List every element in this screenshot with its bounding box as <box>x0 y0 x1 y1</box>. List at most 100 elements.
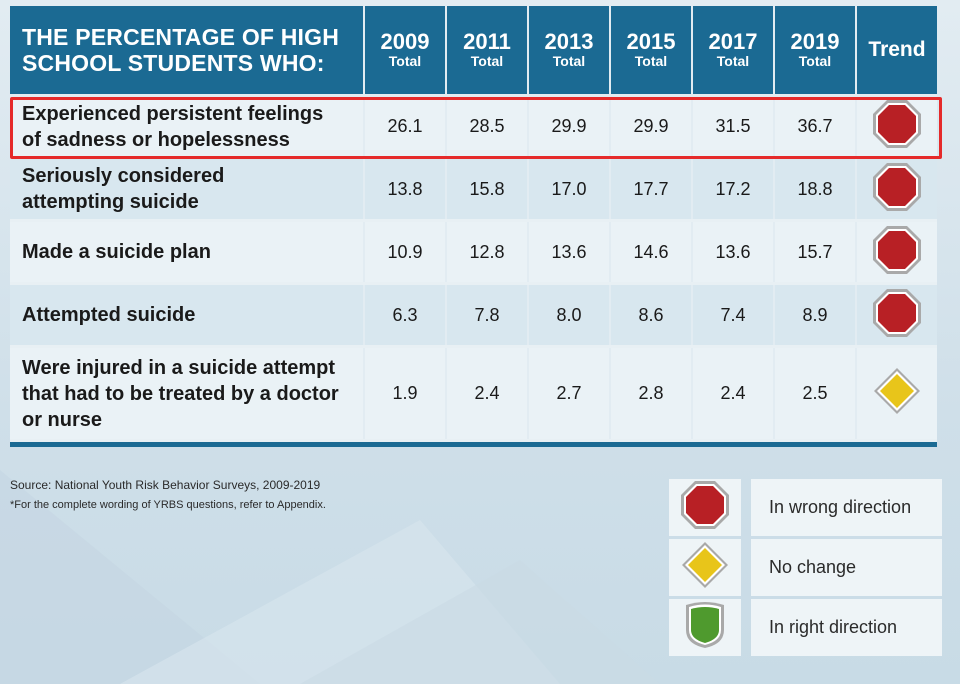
table-row: Seriously considered attempting suicide 13… <box>10 159 937 222</box>
value-cell: 29.9 <box>529 97 611 156</box>
header-year-2009: 2009 Total <box>365 6 447 94</box>
trend-label: Trend <box>868 38 926 61</box>
legend: In wrong direction No change In right di… <box>669 479 942 662</box>
row-label-line: Seriously considered <box>22 165 225 187</box>
header-year-2011: 2011 Total <box>447 6 529 94</box>
legend-item-right: In right direction <box>669 599 942 656</box>
value: 18.8 <box>797 178 833 199</box>
value-cell: 26.1 <box>365 97 447 156</box>
value: 17.7 <box>633 178 669 199</box>
header-year-2019: 2019 Total <box>775 6 857 94</box>
trend-cell <box>857 285 937 345</box>
value-cell: 13.6 <box>529 222 611 282</box>
value-cell: 17.7 <box>611 159 693 219</box>
value: 17.0 <box>551 178 587 199</box>
value: 2.5 <box>802 383 828 403</box>
value-cell: 28.5 <box>447 97 529 156</box>
header-year-2015: 2015 Total <box>611 6 693 94</box>
octagon-icon <box>871 161 923 218</box>
value: 13.6 <box>551 241 587 262</box>
value-cell: 2.7 <box>529 348 611 439</box>
octagon-icon <box>871 224 923 281</box>
total-label: Total <box>552 53 586 69</box>
value: 2.7 <box>556 383 582 403</box>
diamond-icon <box>872 366 922 421</box>
value: 6.3 <box>392 304 418 325</box>
year-label: 2013 <box>544 29 594 54</box>
value: 26.1 <box>387 116 423 136</box>
header-separator <box>10 94 937 97</box>
total-label: Total <box>388 53 422 69</box>
row-label-cell: Experienced persistent feelings of sadnes… <box>10 97 365 156</box>
header-trend: Trend <box>857 6 937 94</box>
value: 15.7 <box>797 241 833 262</box>
value: 17.2 <box>715 178 751 199</box>
value: 10.9 <box>387 241 423 262</box>
table-row: Attempted suicide 6.3 7.8 8.0 8.6 7.4 8.9 <box>10 285 937 348</box>
value: 8.6 <box>638 304 664 325</box>
value-cell: 2.4 <box>693 348 775 439</box>
value-cell: 10.9 <box>365 222 447 282</box>
year-label: 2015 <box>626 29 676 54</box>
row-label-cell: Seriously considered attempting suicide <box>10 159 365 219</box>
value: 36.7 <box>797 116 833 136</box>
legend-item-no-change: No change <box>669 539 942 596</box>
row-label-line: Attempted suicide <box>22 304 196 326</box>
value-cell: 12.8 <box>447 222 529 282</box>
row-label-line: of sadness or hopelessness <box>22 128 290 151</box>
legend-icon-cell <box>669 539 741 596</box>
octagon-icon <box>871 287 923 344</box>
legend-label: In wrong direction <box>751 479 942 536</box>
value: 2.8 <box>638 383 664 403</box>
row-label: Seriously considered attempting suicide <box>22 163 224 215</box>
value-cell: 8.0 <box>529 285 611 345</box>
total-label: Total <box>470 53 504 69</box>
value-cell: 7.8 <box>447 285 529 345</box>
row-label: Experienced persistent feelings of sadnes… <box>22 101 323 153</box>
value: 29.9 <box>551 116 587 136</box>
value-cell: 2.5 <box>775 348 857 439</box>
table-title-line-1: THE PERCENTAGE OF HIGH <box>22 24 340 50</box>
header-title-cell: THE PERCENTAGE OF HIGH SCHOOL STUDENTS W… <box>10 6 365 94</box>
table-bottom-rule <box>10 442 937 447</box>
value: 7.4 <box>720 304 746 325</box>
value: 14.6 <box>633 241 669 262</box>
year-label: 2009 <box>380 29 430 54</box>
value: 13.6 <box>715 241 751 262</box>
table-header: THE PERCENTAGE OF HIGH SCHOOL STUDENTS W… <box>10 6 937 94</box>
legend-label: In right direction <box>751 599 942 656</box>
row-label-cell: Made a suicide plan <box>10 222 365 282</box>
value-cell: 13.6 <box>693 222 775 282</box>
table-title-line-2: SCHOOL STUDENTS WHO: <box>22 50 325 76</box>
row-label-line: Experienced persistent feelings <box>22 102 324 125</box>
appendix-note: *For the complete wording of YRBS questi… <box>10 499 326 511</box>
value-cell: 2.4 <box>447 348 529 439</box>
octagon-icon <box>679 479 731 536</box>
total-label: Total <box>798 53 832 69</box>
value-cell: 29.9 <box>611 97 693 156</box>
year-label: 2011 <box>463 29 511 54</box>
value: 1.9 <box>392 383 418 403</box>
value-cell: 18.8 <box>775 159 857 219</box>
legend-label: No change <box>751 539 942 596</box>
year-label: 2017 <box>708 29 758 54</box>
header-year-2013: 2013 Total <box>529 6 611 94</box>
row-label-line: Were injured in a suicide attempt <box>22 356 336 379</box>
row-label-line: or nurse <box>22 408 103 431</box>
value-cell: 17.2 <box>693 159 775 219</box>
value: 28.5 <box>469 116 505 136</box>
value: 8.9 <box>802 304 828 325</box>
row-label: Made a suicide plan <box>22 239 211 265</box>
value: 7.8 <box>474 304 500 325</box>
table-body: Experienced persistent feelings of sadnes… <box>10 97 937 442</box>
value: 2.4 <box>720 383 746 403</box>
header-year-2017: 2017 Total <box>693 6 775 94</box>
value-cell: 14.6 <box>611 222 693 282</box>
trend-cell <box>857 159 937 219</box>
row-label-line: Made a suicide plan <box>22 241 211 263</box>
table-row: Were injured in a suicide attempt that ha… <box>10 348 937 442</box>
table-row: Experienced persistent feelings of sadnes… <box>10 97 937 159</box>
value-cell: 13.8 <box>365 159 447 219</box>
value: 12.8 <box>469 241 505 262</box>
trend-cell <box>857 97 937 156</box>
